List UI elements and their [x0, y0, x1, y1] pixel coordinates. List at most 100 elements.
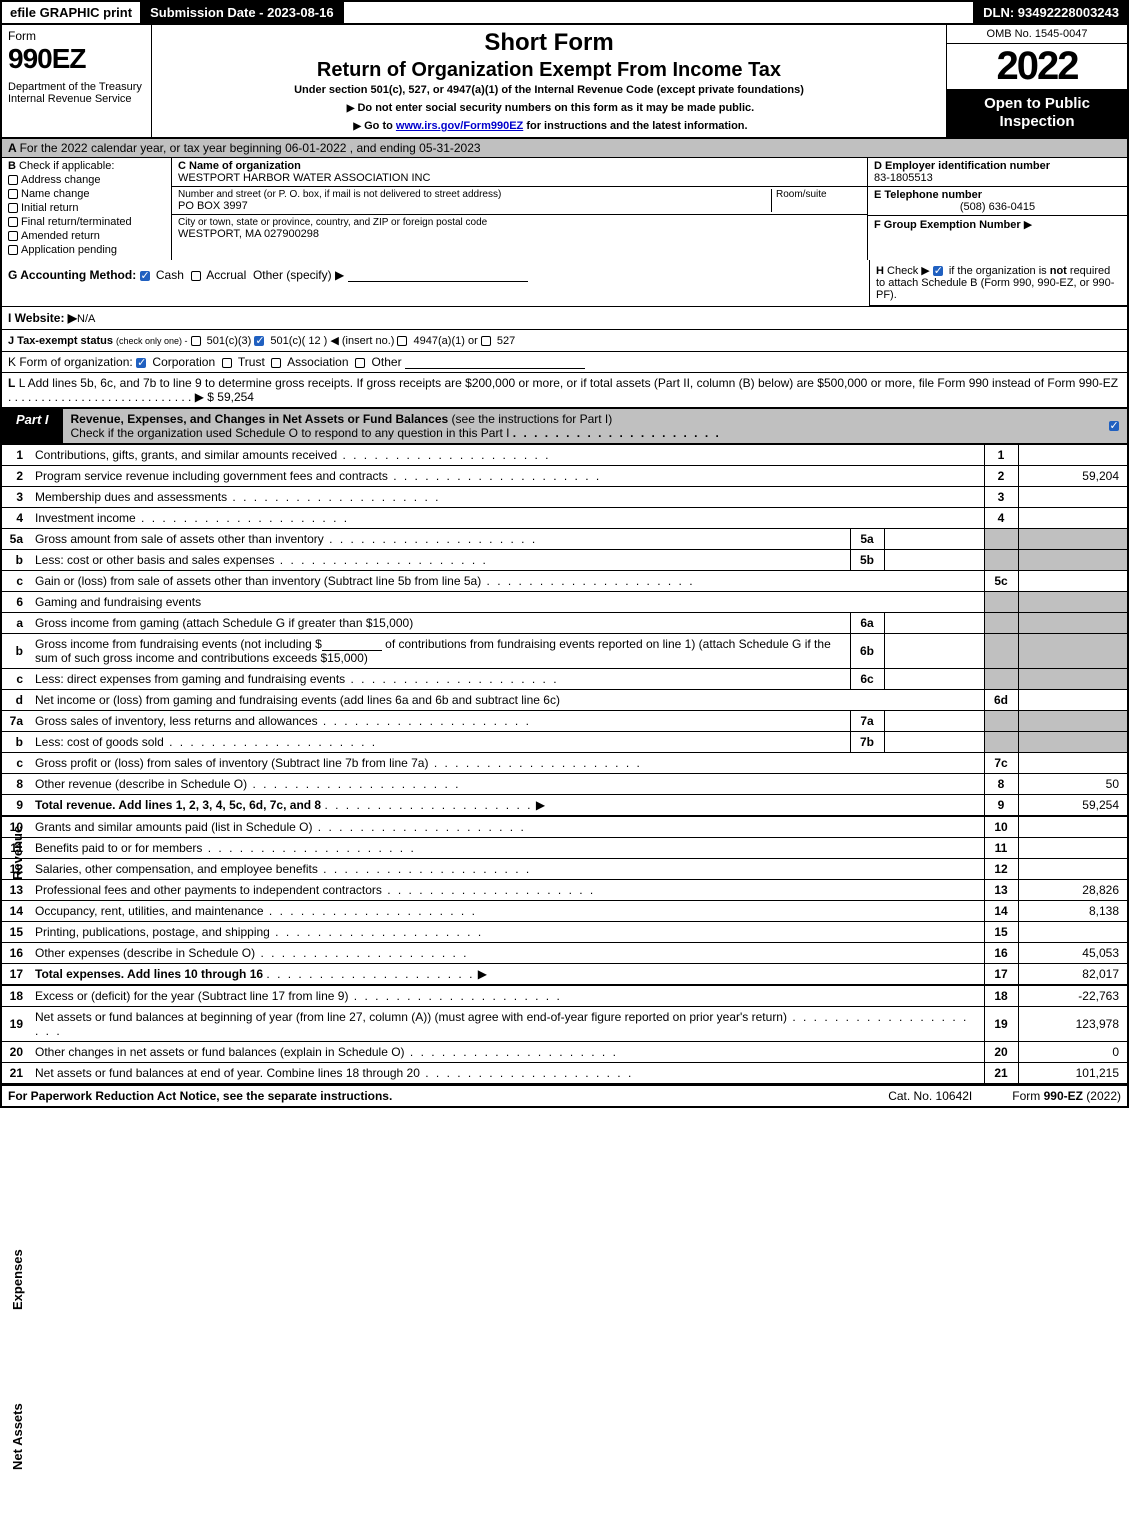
c-street-label: Number and street (or P. O. box, if mail…	[178, 189, 771, 200]
line-17: 17Total expenses. Add lines 10 through 1…	[1, 964, 1128, 986]
chk-other-org[interactable]	[355, 358, 365, 368]
top-bar: efile GRAPHIC print Submission Date - 20…	[0, 0, 1129, 25]
part-1-header: Part I Revenue, Expenses, and Changes in…	[0, 408, 1129, 445]
b-opt-3: Final return/terminated	[21, 216, 132, 228]
line-20: 20Other changes in net assets or fund ba…	[1, 1042, 1128, 1063]
section-b: B Check if applicable: Address change Na…	[2, 158, 172, 260]
chk-accrual[interactable]	[191, 271, 201, 281]
chk-schedule-o-used[interactable]	[1109, 421, 1119, 431]
instruction-2: Go to www.irs.gov/Form990EZ for instruct…	[160, 120, 938, 132]
part-1-note: (see the instructions for Part I)	[452, 412, 613, 426]
chk-amended-return[interactable]	[8, 231, 18, 241]
e-phone-label: E Telephone number	[874, 189, 1121, 201]
f-group-label: F Group Exemption Number	[874, 219, 1021, 231]
line-16: 16Other expenses (describe in Schedule O…	[1, 943, 1128, 964]
chk-name-change[interactable]	[8, 189, 18, 199]
line-a-text: For the 2022 calendar year, or tax year …	[20, 141, 481, 155]
g-cash: Cash	[156, 268, 184, 282]
chk-final-return[interactable]	[8, 217, 18, 227]
line-5c: cGain or (loss) from sale of assets othe…	[1, 571, 1128, 592]
omb-number: OMB No. 1545-0047	[947, 25, 1127, 44]
chk-initial-return[interactable]	[8, 203, 18, 213]
l-amount: $ 59,254	[207, 390, 254, 404]
section-c: C Name of organization WESTPORT HARBOR W…	[172, 158, 867, 260]
org-city: WESTPORT, MA 027900298	[178, 228, 861, 240]
section-j: J Tax-exempt status (check only one) - 5…	[0, 330, 1129, 352]
footer-right: Form 990-EZ (2022)	[1012, 1089, 1121, 1103]
org-street: PO BOX 3997	[178, 200, 771, 212]
chk-address-change[interactable]	[8, 175, 18, 185]
section-g: G Accounting Method: Cash Accrual Other …	[2, 260, 869, 306]
side-label-expenses: Expenses	[10, 1249, 25, 1310]
chk-527[interactable]	[481, 336, 491, 346]
line-15: 15Printing, publications, postage, and s…	[1, 922, 1128, 943]
part-1-table: 1Contributions, gifts, grants, and simil…	[0, 445, 1129, 1084]
line-a: A For the 2022 calendar year, or tax yea…	[0, 139, 1129, 158]
chk-application-pending[interactable]	[8, 245, 18, 255]
k-corp: Corporation	[152, 355, 215, 369]
line-6b-amount-input[interactable]	[322, 639, 382, 651]
part-1-checkbox-cell	[1103, 409, 1127, 443]
g-other-input[interactable]	[348, 270, 528, 282]
line-10: 10Grants and similar amounts paid (list …	[1, 816, 1128, 838]
section-l: L L Add lines 5b, 6c, and 7b to line 9 t…	[0, 373, 1129, 408]
header-center: Short Form Return of Organization Exempt…	[152, 25, 947, 137]
j-note: (check only one) -	[116, 336, 188, 346]
line-19: 19Net assets or fund balances at beginni…	[1, 1007, 1128, 1042]
h-text2: if the organization is	[949, 265, 1050, 277]
chk-501c3[interactable]	[191, 336, 201, 346]
line-14: 14Occupancy, rent, utilities, and mainte…	[1, 901, 1128, 922]
line-6d: dNet income or (loss) from gaming and fu…	[1, 690, 1128, 711]
line-8: 8Other revenue (describe in Schedule O)8…	[1, 774, 1128, 795]
line-6b: bGross income from fundraising events (n…	[1, 634, 1128, 669]
irs-link[interactable]: www.irs.gov/Form990EZ	[396, 120, 523, 132]
website-value: N/A	[77, 313, 95, 325]
k-assoc: Association	[287, 355, 348, 369]
chk-501c[interactable]	[254, 336, 264, 346]
line-18: 18Excess or (deficit) for the year (Subt…	[1, 985, 1128, 1007]
efile-print-label: efile GRAPHIC print	[2, 2, 142, 23]
j-opt2: 501(c)( 12 ) ◀ (insert no.)	[270, 335, 394, 347]
section-i: I Website: ▶N/A	[0, 307, 1129, 330]
line-11: 11Benefits paid to or for members11	[1, 838, 1128, 859]
g-label: G Accounting Method:	[8, 268, 136, 282]
line-9-desc: Total revenue. Add lines 1, 2, 3, 4, 5c,…	[35, 798, 321, 812]
chk-association[interactable]	[271, 358, 281, 368]
title-return: Return of Organization Exempt From Incom…	[160, 59, 938, 82]
side-label-net-assets: Net Assets	[10, 1403, 25, 1470]
chk-4947[interactable]	[397, 336, 407, 346]
b-opt-0: Address change	[21, 174, 101, 186]
h-not: not	[1050, 265, 1067, 277]
submission-date: Submission Date - 2023-08-16	[142, 2, 344, 23]
subtitle: Under section 501(c), 527, or 4947(a)(1)…	[160, 84, 938, 96]
h-text1: Check ▶	[887, 265, 930, 277]
dept-label: Department of the Treasury Internal Reve…	[8, 81, 145, 105]
line-4: 4Investment income4	[1, 508, 1128, 529]
line-6c: cLess: direct expenses from gaming and f…	[1, 669, 1128, 690]
chk-cash[interactable]	[140, 271, 150, 281]
j-label: J Tax-exempt status	[8, 335, 113, 347]
line-12: 12Salaries, other compensation, and empl…	[1, 859, 1128, 880]
j-opt1: 501(c)(3)	[207, 335, 252, 347]
line-5a: 5aGross amount from sale of assets other…	[1, 529, 1128, 550]
dln: DLN: 93492228003243	[973, 2, 1127, 23]
b-opt-4: Amended return	[21, 230, 100, 242]
chk-schedule-b-not-required[interactable]	[933, 266, 943, 276]
line-1: 1Contributions, gifts, grants, and simil…	[1, 445, 1128, 466]
line-21: 21Net assets or fund balances at end of …	[1, 1063, 1128, 1084]
line-9: 9Total revenue. Add lines 1, 2, 3, 4, 5c…	[1, 795, 1128, 817]
chk-corporation[interactable]	[136, 358, 146, 368]
d-ein-label: D Employer identification number	[874, 160, 1121, 172]
j-opt3: 4947(a)(1) or	[414, 335, 478, 347]
line-6b-pre: Gross income from fundraising events (no…	[35, 637, 322, 651]
room-suite-label: Room/suite	[771, 189, 861, 212]
chk-trust[interactable]	[222, 358, 232, 368]
k-other-input[interactable]	[405, 357, 585, 369]
instruction-1-text: Do not enter social security numbers on …	[357, 102, 754, 114]
section-k: K Form of organization: Corporation Trus…	[0, 352, 1129, 373]
part-1-tab: Part I	[2, 409, 63, 443]
instruction-1: Do not enter social security numbers on …	[160, 102, 938, 114]
form-word: Form	[8, 29, 145, 43]
part-1-title: Revenue, Expenses, and Changes in Net As…	[63, 409, 1103, 443]
b-opt-1: Name change	[21, 188, 90, 200]
